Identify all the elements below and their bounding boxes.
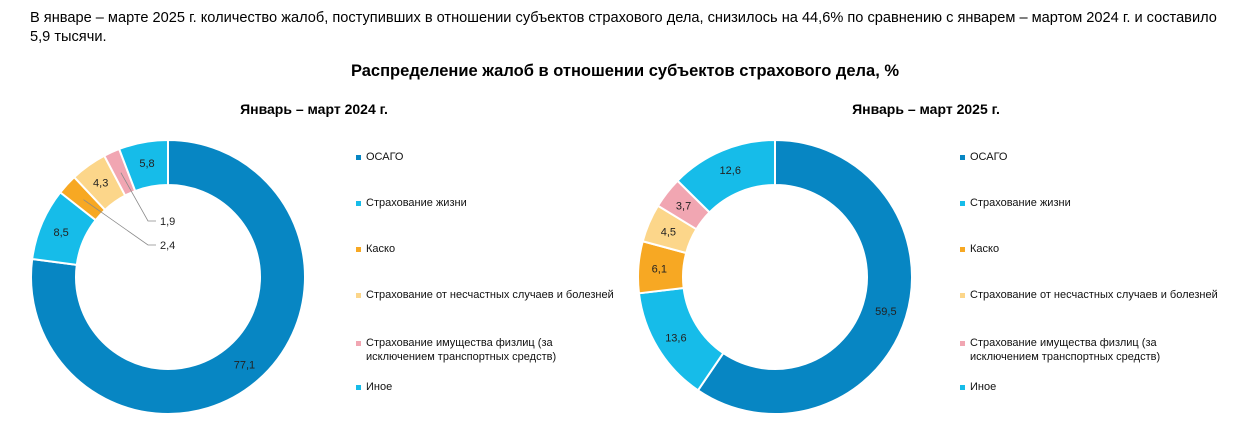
legend-item-2024-5: Иное [356, 380, 616, 394]
legend-label: Иное [366, 381, 393, 393]
slice-2025-0 [696, 138, 913, 415]
slice-2024-0 [30, 138, 306, 415]
legend-label: ОСАГО [366, 151, 404, 163]
legend-swatch [960, 293, 965, 298]
legend-label: Страхование имущества физлиц (за исключе… [970, 337, 1161, 363]
data-label-2024-4: 1,9 [160, 216, 175, 228]
slice-2024-5 [117, 138, 169, 193]
data-label-2025-5: 12,6 [720, 165, 741, 177]
legend-label: ОСАГО [970, 151, 1008, 163]
legend-swatch [356, 385, 361, 390]
legend-label: Страхование жизни [366, 197, 467, 209]
legend-swatch [960, 385, 965, 390]
data-label-2025-1: 13,6 [665, 332, 686, 344]
legend-item-2024-0: ОСАГО [356, 150, 616, 164]
legend-swatch [356, 341, 361, 346]
legend-item-2025-2: Каско [960, 242, 1220, 256]
legend-label: Страхование от несчастных случаев и боле… [366, 289, 614, 301]
legend-label: Страхование жизни [970, 197, 1071, 209]
data-label-2024-2: 2,4 [160, 240, 175, 252]
data-label-2025-0: 59,5 [875, 306, 896, 318]
legend-label: Страхование имущества физлиц (за исключе… [366, 337, 557, 363]
legend-item-2025-1: Страхование жизни [960, 196, 1220, 210]
leader-line-2024-4 [120, 172, 156, 222]
legend-item-2024-2: Каско [356, 242, 616, 256]
legend-item-2025-0: ОСАГО [960, 150, 1220, 164]
legend-swatch [356, 293, 361, 298]
legend-swatch [960, 247, 965, 252]
chart-2025-title: Январь – март 2025 г. [852, 101, 1000, 117]
data-label-2024-5: 5,8 [139, 158, 154, 170]
legend-item-2025-5: Иное [960, 380, 1220, 394]
legend-label: Иное [970, 381, 997, 393]
data-label-2025-4: 3,7 [676, 201, 691, 213]
legend-item-2024-1: Страхование жизни [356, 196, 616, 210]
legend-swatch [960, 155, 965, 160]
legend-swatch [356, 155, 361, 160]
data-label-2025-3: 4,5 [661, 226, 676, 238]
legend-swatch [960, 341, 965, 346]
legend-swatch [356, 247, 361, 252]
data-label-2024-0: 77,1 [234, 359, 255, 371]
legend-item-2025-3: Страхование от несчастных случаев и боле… [960, 288, 1220, 302]
data-label-2024-1: 8,5 [53, 227, 68, 239]
legend-label: Страхование от несчастных случаев и боле… [970, 289, 1218, 301]
chart-2024-title: Январь – март 2024 г. [240, 101, 388, 117]
slice-2025-5 [676, 138, 776, 214]
legend-item-2024-3: Страхование от несчастных случаев и боле… [356, 288, 616, 302]
legend-label: Каско [366, 243, 396, 255]
legend-item-2025-4: Страхование имущества физлиц (за исключе… [960, 336, 1220, 364]
data-label-2024-3: 4,3 [93, 178, 108, 190]
leader-line-2024-2 [83, 199, 156, 246]
figure-title: Распределение жалоб в отношении субъекто… [350, 62, 900, 80]
legend-label: Каско [970, 243, 1000, 255]
legend-swatch [960, 201, 965, 206]
legend-swatch [356, 201, 361, 206]
data-label-2025-2: 6,1 [652, 264, 667, 276]
legend-item-2024-4: Страхование имущества физлиц (за исключе… [356, 336, 616, 364]
intro-text: В январе – марте 2025 г. количество жало… [30, 10, 1217, 45]
